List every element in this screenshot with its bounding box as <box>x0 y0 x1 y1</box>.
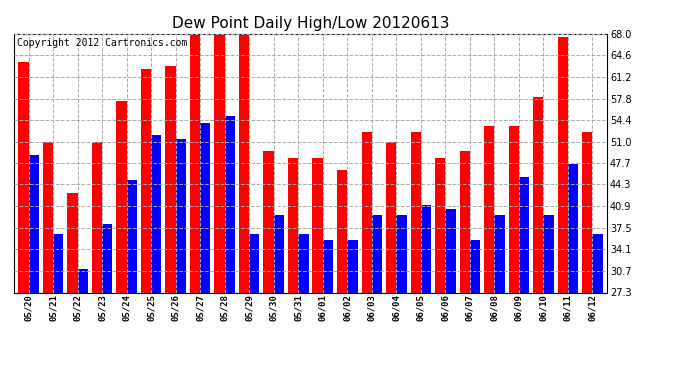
Bar <box>215 34 225 292</box>
Bar <box>362 132 372 292</box>
Bar <box>18 62 28 292</box>
Bar <box>249 234 259 292</box>
Bar <box>274 215 284 292</box>
Bar <box>411 132 421 292</box>
Bar <box>421 206 431 292</box>
Bar <box>470 240 480 292</box>
Bar <box>386 142 396 292</box>
Bar <box>460 152 470 292</box>
Bar <box>372 215 382 292</box>
Bar <box>484 126 495 292</box>
Bar <box>102 225 112 292</box>
Bar <box>509 126 519 292</box>
Title: Dew Point Daily High/Low 20120613: Dew Point Daily High/Low 20120613 <box>172 16 449 31</box>
Bar <box>77 269 88 292</box>
Bar <box>435 158 445 292</box>
Bar <box>582 132 593 292</box>
Bar <box>166 66 176 292</box>
Bar <box>298 234 308 292</box>
Bar <box>313 158 323 292</box>
Bar <box>126 180 137 292</box>
Bar <box>225 116 235 292</box>
Bar <box>544 215 554 292</box>
Bar <box>141 69 151 292</box>
Bar <box>200 123 210 292</box>
Bar <box>533 98 544 292</box>
Bar <box>43 142 53 292</box>
Bar <box>117 100 126 292</box>
Bar <box>288 158 298 292</box>
Bar <box>593 234 603 292</box>
Bar <box>323 240 333 292</box>
Bar <box>337 170 347 292</box>
Bar <box>558 37 568 292</box>
Bar <box>92 142 102 292</box>
Bar <box>28 154 39 292</box>
Bar <box>190 34 200 292</box>
Bar <box>264 152 274 292</box>
Bar <box>495 215 504 292</box>
Bar <box>396 215 406 292</box>
Bar <box>53 234 63 292</box>
Bar <box>239 34 249 292</box>
Bar <box>445 209 455 292</box>
Bar <box>347 240 357 292</box>
Bar <box>151 135 161 292</box>
Bar <box>519 177 529 292</box>
Bar <box>568 164 578 292</box>
Text: Copyright 2012 Cartronics.com: Copyright 2012 Cartronics.com <box>17 38 187 48</box>
Bar <box>176 139 186 292</box>
Bar <box>67 193 77 292</box>
